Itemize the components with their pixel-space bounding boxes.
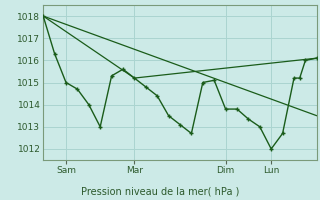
Text: Pression niveau de la mer( hPa ): Pression niveau de la mer( hPa )	[81, 186, 239, 196]
